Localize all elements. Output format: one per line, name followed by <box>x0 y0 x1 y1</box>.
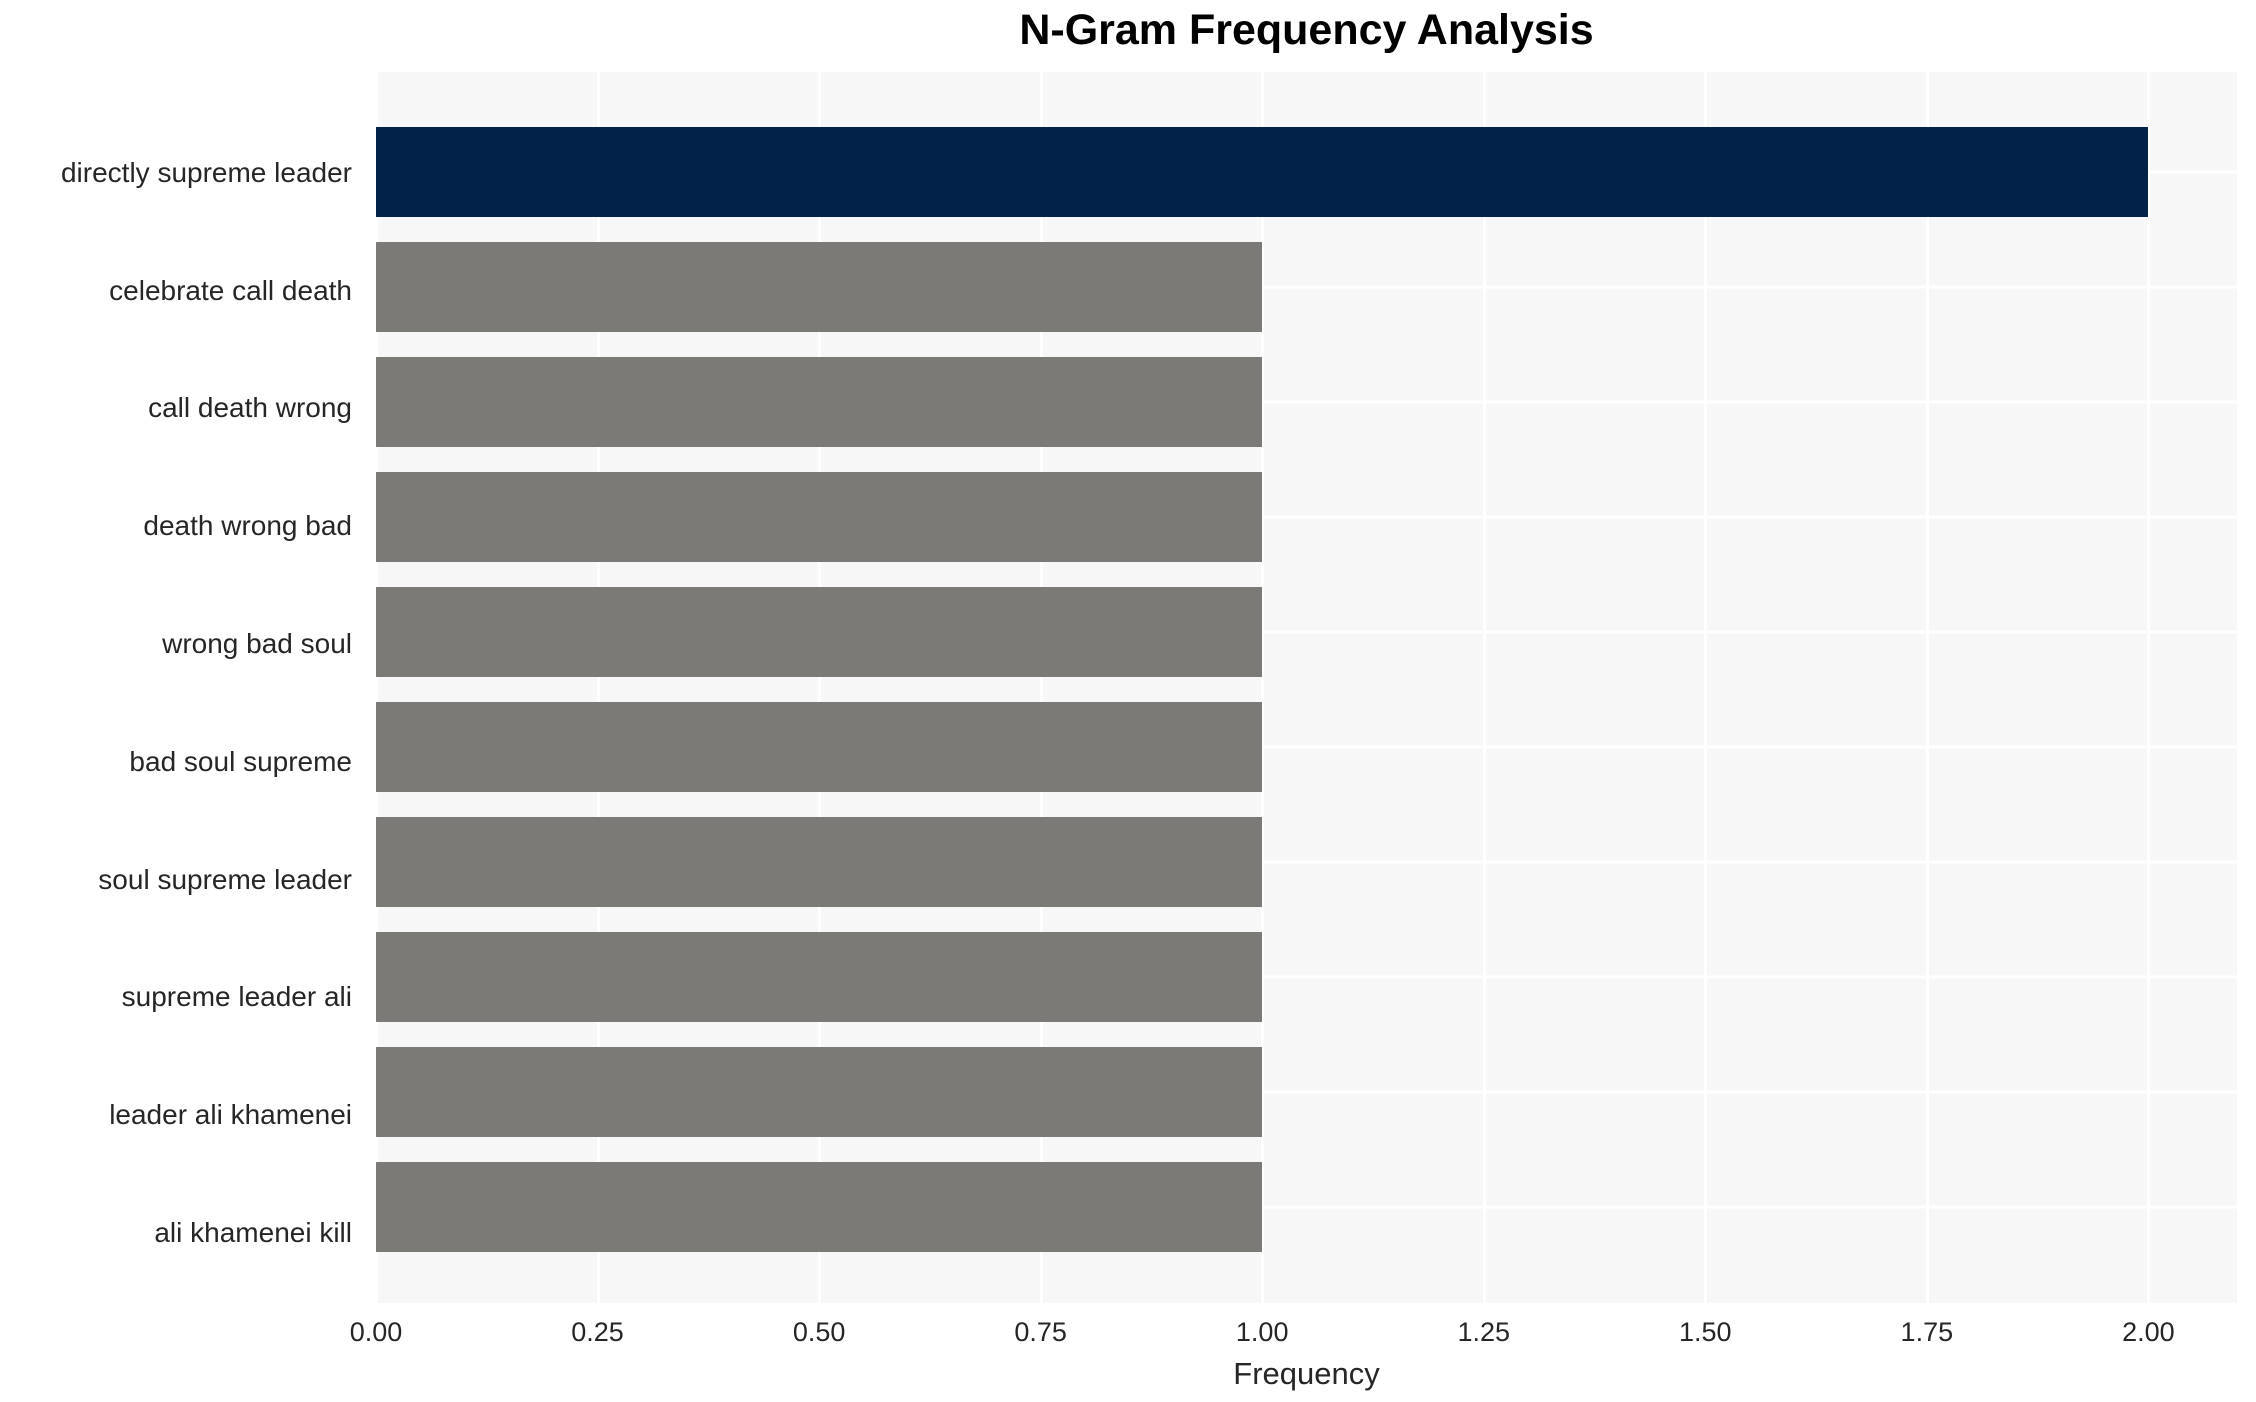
gridline-horizontal <box>376 975 2237 979</box>
category-label: wrong bad soul <box>162 628 352 660</box>
category-label: soul supreme leader <box>98 863 352 895</box>
y-axis-labels: directly supreme leader celebrate call d… <box>0 114 364 1292</box>
gridline-vertical <box>1039 72 1043 1303</box>
category-label: call death wrong <box>148 392 352 424</box>
bar-row <box>376 920 2237 1035</box>
category-label: celebrate call death <box>109 274 352 306</box>
bar-call-death-wrong <box>376 356 1263 447</box>
plot-area <box>376 72 2237 1303</box>
gridline-vertical <box>1704 72 1708 1303</box>
x-axis-tick-label: 1.00 <box>1235 1317 1289 1347</box>
gridline-vertical <box>1261 72 1265 1303</box>
gridline-vertical <box>596 72 600 1303</box>
gridline-horizontal <box>376 745 2237 749</box>
x-axis-tick-label: 1.75 <box>1900 1317 1954 1347</box>
bar-row <box>376 574 2237 689</box>
category-label: bad soul supreme <box>129 745 352 777</box>
x-axis: 0.00 0.25 0.50 0.75 1.00 1.25 1.50 1.75 … <box>350 1303 2237 1363</box>
x-axis-tick-label: 0.25 <box>571 1317 624 1347</box>
gridline-horizontal <box>376 515 2237 519</box>
bar-row <box>376 805 2237 920</box>
bar-bad-soul-supreme <box>376 702 1263 793</box>
bar-row <box>376 344 2237 459</box>
bar-row <box>376 459 2237 574</box>
vertical-gridlines <box>376 72 2237 1303</box>
gridline-vertical <box>2147 72 2151 1303</box>
category-label: death wrong bad <box>143 510 352 542</box>
gridline-vertical <box>818 72 822 1303</box>
bar-ali-khamenei-kill <box>376 1162 1263 1253</box>
bar-row <box>376 114 2237 229</box>
bar-supreme-leader-ali <box>376 932 1263 1023</box>
bar-death-wrong-bad <box>376 471 1263 562</box>
bar-row <box>376 689 2237 804</box>
x-axis-title: Frequency <box>1233 1356 1380 1391</box>
x-axis-tick-label: 0.00 <box>349 1317 403 1347</box>
bar-rows <box>376 114 2237 1265</box>
bar-row <box>376 229 2237 344</box>
x-axis-tick-label: 1.25 <box>1457 1317 1511 1347</box>
chart-title: N-Gram Frequency Analysis <box>1019 6 1594 54</box>
gridline-horizontal <box>376 285 2237 289</box>
gridline-horizontal <box>376 1090 2237 1094</box>
gridline-horizontal <box>376 400 2237 404</box>
category-label: leader ali khamenei <box>109 1099 352 1131</box>
gridline-horizontal <box>376 630 2237 634</box>
category-label: ali khamenei kill <box>154 1217 352 1249</box>
gridline-vertical <box>376 72 378 1303</box>
bar-celebrate-call-death <box>376 241 1263 332</box>
bar-directly-supreme-leader <box>376 126 2149 217</box>
bar-leader-ali-khamenei <box>376 1047 1263 1138</box>
category-label: supreme leader ali <box>121 981 352 1013</box>
category-label: directly supreme leader <box>60 156 352 188</box>
bar-row <box>376 1035 2237 1150</box>
gridline-horizontal <box>376 1205 2237 1209</box>
x-axis-tick-label: 0.75 <box>1014 1317 1067 1347</box>
x-axis-tick-label: 0.50 <box>792 1317 846 1347</box>
bar-wrong-bad-soul <box>376 586 1263 677</box>
bar-soul-supreme-leader <box>376 817 1263 908</box>
gridline-vertical <box>1925 72 1929 1303</box>
gridline-horizontal <box>376 860 2237 864</box>
x-axis-tick-label: 1.50 <box>1679 1317 1732 1347</box>
bar-row <box>376 1150 2237 1265</box>
x-axis-tick-label: 2.00 <box>2122 1317 2175 1347</box>
gridline-vertical <box>1482 72 1486 1303</box>
